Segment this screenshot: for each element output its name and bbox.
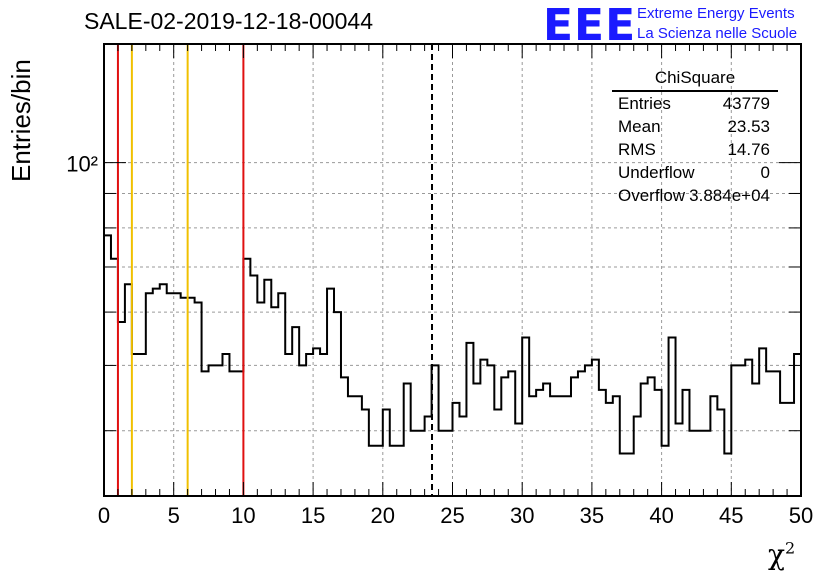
- chart-title: SALE-02-2019-12-18-00044: [84, 8, 373, 34]
- stats-key: Mean: [618, 117, 661, 136]
- x-tick-label: 0: [98, 503, 110, 528]
- x-tick-label: 40: [649, 503, 673, 528]
- stats-value: 43779: [722, 94, 770, 113]
- stats-row: RMS 14.76: [612, 138, 778, 161]
- stats-key: Underflow: [618, 163, 695, 182]
- x-tick-label: 50: [789, 503, 813, 528]
- logo-line-2: La Scienza nelle Scuole: [637, 25, 798, 42]
- eee-logo: EEE: [543, 0, 637, 51]
- y-axis-label: Entries/bin: [6, 59, 36, 182]
- x-tick-label: 10: [231, 503, 255, 528]
- x-tick-label: 15: [301, 503, 325, 528]
- stats-value: 3.884e+04: [689, 186, 770, 205]
- logo-line-1: Extreme Energy Events: [637, 5, 795, 22]
- stats-row: Overflow 3.884e+04: [612, 184, 778, 207]
- stats-value: 23.53: [727, 117, 770, 136]
- logo-caption: Extreme Energy Events La Scienza nelle S…: [637, 4, 797, 44]
- stats-value: 0: [760, 163, 770, 182]
- x-tick-label: 5: [168, 503, 180, 528]
- stats-row: Entries 43779: [612, 92, 778, 115]
- y-tick-label: 10²: [66, 152, 98, 177]
- stats-key: Overflow: [618, 186, 686, 205]
- x-axis-label: χ2: [768, 538, 796, 571]
- stats-row: Underflow 0: [612, 161, 778, 184]
- stats-title: ChiSquare: [612, 68, 778, 92]
- x-tick-label: 35: [580, 503, 604, 528]
- stats-key: Entries: [618, 94, 671, 113]
- histogram-series: [104, 234, 801, 455]
- x-tick-label: 45: [719, 503, 743, 528]
- stats-box: ChiSquare Entries 43779 Mean 23.53 RMS 1…: [612, 68, 778, 207]
- x-tick-label: 30: [510, 503, 534, 528]
- x-tick-label: 25: [440, 503, 464, 528]
- stats-row: Mean 23.53: [612, 115, 778, 138]
- x-tick-label: 20: [371, 503, 395, 528]
- stats-value: 14.76: [727, 140, 770, 159]
- stats-key: RMS: [618, 140, 656, 159]
